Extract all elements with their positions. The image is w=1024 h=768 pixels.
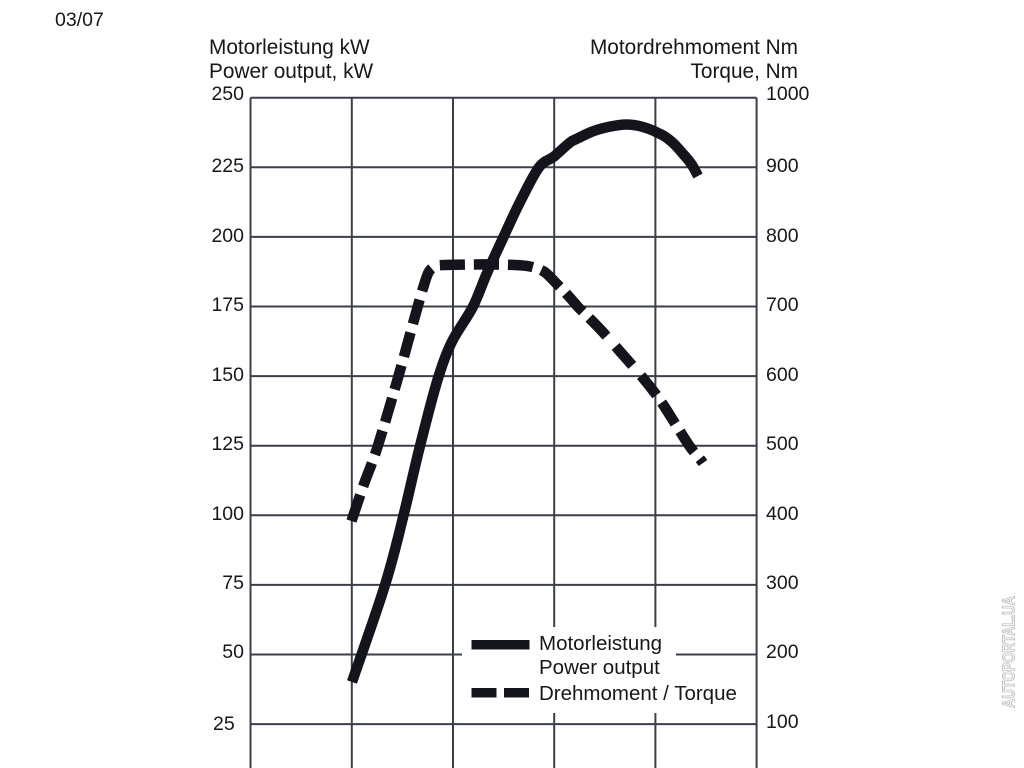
svg-text:AUTOPORTAL.UA: AUTOPORTAL.UA — [999, 596, 1019, 708]
